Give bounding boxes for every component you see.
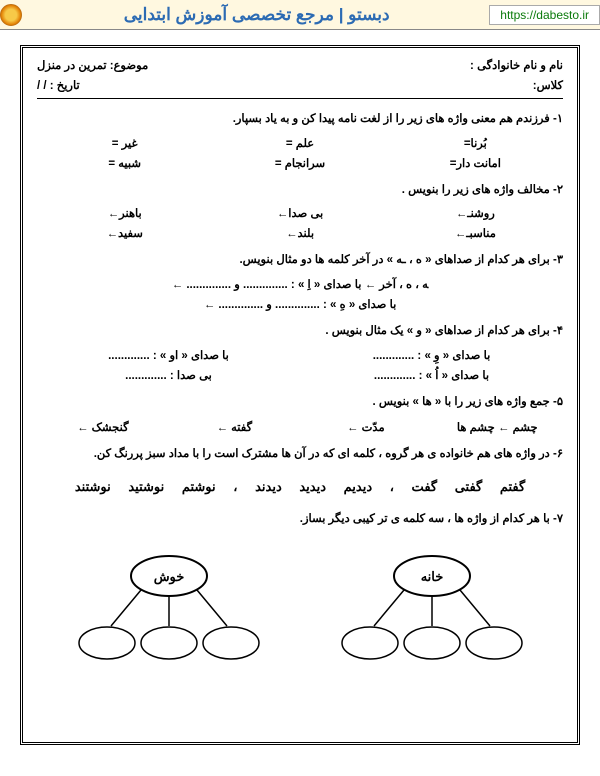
q4-item: با صدای « اُ » : ............. [300,368,563,382]
q2-word: روشنـ← [388,206,563,220]
q1-word: شبیه = [37,156,212,170]
concept-map-1: خانه [332,548,532,678]
header-row-1: نام و نام خانوادگی : موضوع: تمرین در منز… [37,58,563,72]
q4-row-a: با صدای « وِ » : ............. با صدای «… [37,348,563,362]
q5-row: چشم ← چشم ها مدّت ← گفته ← گنجشک ← [37,420,563,434]
q5-item: گنجشک ← [37,420,169,434]
q5-item: چشم ← چشم ها [432,420,564,434]
date-label: تاریخ : / / [37,78,80,92]
q2-word: بلند← [212,226,387,240]
q5-item: گفته ← [169,420,301,434]
q1-word: امانت دار= [388,156,563,170]
q5-item: مدّت ← [300,420,432,434]
header-divider [37,98,563,99]
q4-row-b: با صدای « اُ » : ............. بی صدا : … [37,368,563,382]
q3-text: ۳- برای هر کدام از صداهای « ه ، ـه » در … [37,250,563,271]
q6-words: گفتم گفتی گفت ، دیدیم دیدید دیدند ، نوشت… [37,479,563,495]
url-box: https://dabesto.ir [489,5,600,25]
name-label: نام و نام خانوادگی : [470,58,563,72]
q5-text: ۵- جمع واژه های زیر را با « ها » بنویس . [37,392,563,413]
q3-line-a: ﻪ ، ه ، آخر ← با صدای « اِ » : .........… [37,277,563,291]
q4-item: با صدای « او » : ............. [37,348,300,362]
q1-word: سرانجام = [212,156,387,170]
q2-word: سفید← [37,226,212,240]
q4-item: بی صدا : ............. [37,368,300,382]
q3-line-b: با صدای « هِ » : .............. و ......… [37,297,563,311]
q2-word: بی صدا← [212,206,387,220]
q1-row-a: بُرنا= علم = غیر = [37,136,563,150]
q1-word: بُرنا= [388,136,563,150]
q2-row-b: مناسبـ← بلند← سفید← [37,226,563,240]
worksheet-page: نام و نام خانوادگی : موضوع: تمرین در منز… [20,45,580,745]
q2-word: باهنر← [37,206,212,220]
class-label: کلاس: [533,78,563,92]
header-row-2: کلاس: تاریخ : / / [37,78,563,92]
q2-row-a: روشنـ← بی صدا← باهنر← [37,206,563,220]
q4-item: با صدای « وِ » : ............. [300,348,563,362]
q4-text: ۴- برای هر کدام از صداهای « و » یک مثال … [37,321,563,342]
q1-text: ۱- فرزندم هم معنی واژه های زیر را از لغت… [37,109,563,130]
subject-label: موضوع: تمرین در منزل [37,58,148,72]
q2-word: مناسبـ← [388,226,563,240]
q1-word: علم = [212,136,387,150]
q2-text: ۲- مخالف واژه های زیر را بنویس . [37,180,563,201]
site-title: دبستو | مرجع تخصصی آموزش ابتدایی [28,5,485,25]
top-bar: https://dabesto.ir دبستو | مرجع تخصصی آم… [0,0,600,30]
site-logo-icon [0,4,22,26]
concept-map-2: خوش [69,548,269,678]
q1-word: غیر = [37,136,212,150]
q6-text: ۶- در واژه های هم خانواده ی هر گروه ، کل… [37,444,563,465]
concept-maps: خانه خوش [37,548,563,678]
q7-text: ۷- با هر کدام از واژه ها ، سه کلمه ی تر … [37,509,563,530]
map2-center-label: خوش [153,569,184,585]
map1-center-label: خانه [420,569,443,584]
q1-row-b: امانت دار= سرانجام = شبیه = [37,156,563,170]
